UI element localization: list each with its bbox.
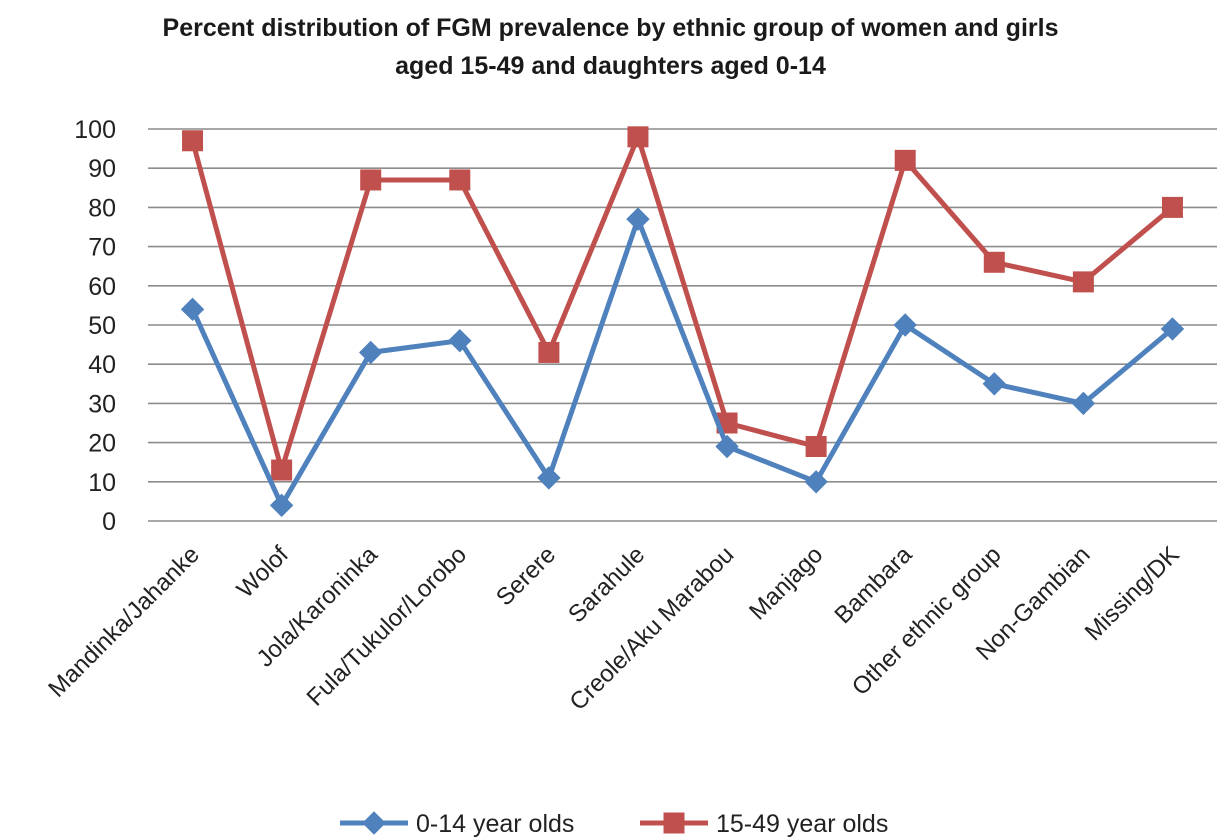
series-line: [190, 134, 1175, 473]
x-tick-label: Serere: [491, 541, 561, 611]
y-tick-label: 10: [88, 469, 116, 497]
legend-label: 15-49 year olds: [716, 810, 888, 838]
y-tick-label: 40: [88, 351, 116, 379]
x-tick-label: Manjago: [744, 541, 828, 625]
data-point: [269, 493, 294, 518]
data-point: [448, 328, 472, 353]
data-point: [1160, 317, 1185, 341]
legend-label: 0-14 year olds: [416, 810, 574, 838]
x-tick-label: Other ethnic group: [847, 541, 1007, 701]
data-point: [538, 341, 560, 363]
data-point: [893, 313, 917, 337]
y-tick-label: 70: [88, 234, 116, 262]
legend-marker: [362, 811, 386, 835]
chart-title-line-2: aged 15-49 and daughters aged 0-14: [395, 52, 826, 80]
series-layer: [180, 126, 1185, 518]
legend-item: 0-14 year olds: [340, 810, 574, 838]
data-point: [1071, 391, 1096, 416]
data-point: [360, 169, 382, 191]
data-point: [983, 251, 1005, 273]
series-daughters-0-14: [180, 207, 1185, 518]
data-point: [271, 459, 293, 481]
data-point: [180, 297, 205, 322]
data-point: [894, 149, 916, 171]
legend-marker: [663, 812, 685, 834]
data-point: [359, 340, 383, 365]
data-point: [627, 126, 649, 148]
data-point: [804, 470, 828, 494]
y-tick-label: 60: [88, 273, 116, 301]
y-tick-label: 100: [74, 116, 116, 144]
x-tick-label: Bambara: [829, 541, 917, 629]
y-axis-tick-labels: 0 10 20 30 40 50 60 70 80 90 100: [74, 116, 116, 536]
legend-item: 15-49 year olds: [640, 810, 888, 838]
legend: 0-14 year olds 15-49 year olds: [340, 810, 888, 838]
data-point: [626, 207, 650, 231]
chart-title-line-1: Percent distribution of FGM prevalence b…: [162, 14, 1059, 42]
y-tick-label: 30: [88, 390, 116, 418]
series-women-15-49: [182, 126, 1183, 481]
x-tick-label: Sarahule: [563, 541, 650, 628]
data-point: [449, 169, 471, 191]
y-tick-label: 50: [88, 312, 116, 340]
data-point: [182, 130, 204, 152]
data-point: [537, 466, 561, 490]
data-point: [1161, 196, 1183, 218]
y-tick-label: 0: [102, 508, 116, 536]
x-tick-label: Wolof: [232, 541, 294, 603]
x-tick-label: Mandinka/Jahanke: [43, 541, 205, 703]
data-point: [982, 372, 1006, 396]
series-line: [190, 216, 1175, 508]
y-tick-label: 90: [88, 155, 116, 183]
data-point: [715, 434, 739, 459]
x-axis-tick-labels: Mandinka/Jahanke WolofJola/KaroninkaFula/…: [43, 541, 1184, 716]
data-point: [1072, 271, 1094, 293]
x-tick-label: Missing/DK: [1080, 541, 1185, 646]
x-tick-label: Creole/Aku Marabou: [565, 541, 740, 716]
y-tick-label: 20: [88, 430, 116, 458]
data-point: [805, 436, 827, 458]
y-tick-label: 80: [88, 194, 116, 222]
x-tick-label: Fula/Tukulor/Lorobo: [302, 541, 472, 711]
